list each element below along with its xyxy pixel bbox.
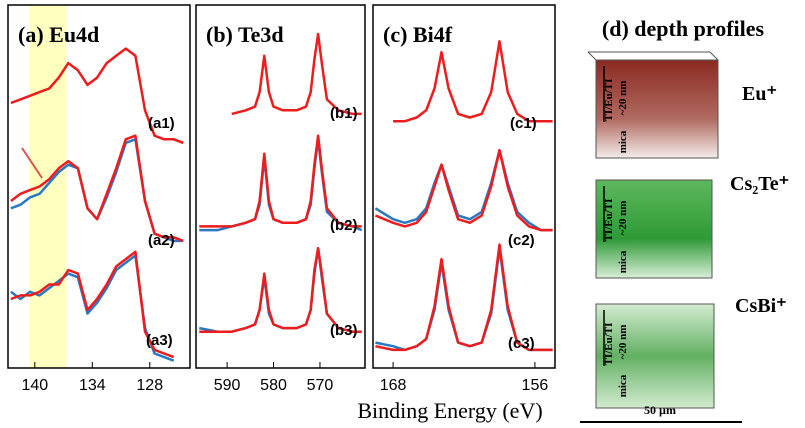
curve-label: (c3) (508, 335, 535, 352)
panel: 590 580 570 (b1) (b2) (b3) (b) Te3d (196, 5, 365, 394)
spectrum-line (199, 136, 361, 227)
figure: 140 134 128 (a1) (a2) (a3) (a) Eu4d 590 580 570 (b… (0, 0, 805, 428)
thickness-label: ~20 nm (617, 81, 629, 116)
x-tick-label: 140 (21, 377, 48, 394)
thickness-label: ~20 nm (617, 201, 629, 236)
layer-label: TI/Eu/TI (603, 79, 615, 122)
spectrum-line (393, 41, 552, 121)
curve-label: (c1) (510, 115, 537, 132)
x-tick-label: 134 (79, 377, 106, 394)
curve-label: (a2) (148, 232, 175, 249)
ion-label: CsBi⁺ (735, 295, 787, 317)
x-tick-label: 590 (214, 377, 241, 394)
layer-label: TI/Eu/TI (603, 199, 615, 242)
panel-d: (d) depth profiles Eu⁺ Cs₂Te⁺ CsBi⁺ TI/E… (580, 16, 789, 422)
spectrum-line (199, 248, 361, 332)
box-edge (588, 52, 718, 60)
x-tick-label: 156 (522, 377, 549, 394)
box-edge (588, 52, 596, 60)
x-tick-label: 128 (136, 377, 163, 394)
panel-title: (b) Te3d (206, 22, 284, 47)
spectrum-line (375, 150, 552, 230)
curve-label: (b2) (330, 217, 358, 234)
panel: 140 134 128 (a1) (a2) (a3) (a) Eu4d (8, 5, 190, 394)
page: 140 134 128 (a1) (a2) (a3) (a) Eu4d 590 580 570 (b… (0, 0, 805, 428)
substrate-label: mica (617, 250, 629, 273)
scale-bar-label: 50 µm (644, 403, 676, 417)
frame (196, 5, 365, 368)
substrate-label: mica (617, 130, 629, 153)
thickness-label: ~20 nm (617, 325, 629, 360)
curve-label: (a3) (146, 332, 173, 349)
ion-label: Cs₂Te⁺ (730, 173, 789, 195)
panel-title: (d) depth profiles (602, 16, 765, 41)
highlight-band (30, 5, 66, 368)
x-tick-label: 580 (260, 377, 287, 394)
spectrum-line (199, 248, 361, 332)
x-tick-label: 168 (380, 377, 407, 394)
substrate-label: mica (617, 374, 629, 397)
curve-label: (c2) (508, 232, 535, 249)
x-axis-label: Binding Energy (eV) (357, 398, 542, 423)
curve-label: (a1) (148, 115, 175, 132)
panel: 168 156 (c1) (c2) (c3) (c) Bi4f (373, 5, 555, 394)
curve-label: (b1) (330, 105, 358, 122)
panel-title: (a) Eu4d (18, 22, 99, 47)
frame (373, 5, 555, 368)
plots: 140 134 128 (a1) (a2) (a3) (a) Eu4d 590 580 570 (b… (8, 5, 555, 394)
curve-label: (b3) (330, 322, 358, 339)
layer-label: TI/Eu/TI (603, 323, 615, 366)
ion-label: Eu⁺ (742, 83, 777, 105)
x-tick-label: 570 (307, 377, 334, 394)
panel-title: (c) Bi4f (383, 22, 453, 47)
